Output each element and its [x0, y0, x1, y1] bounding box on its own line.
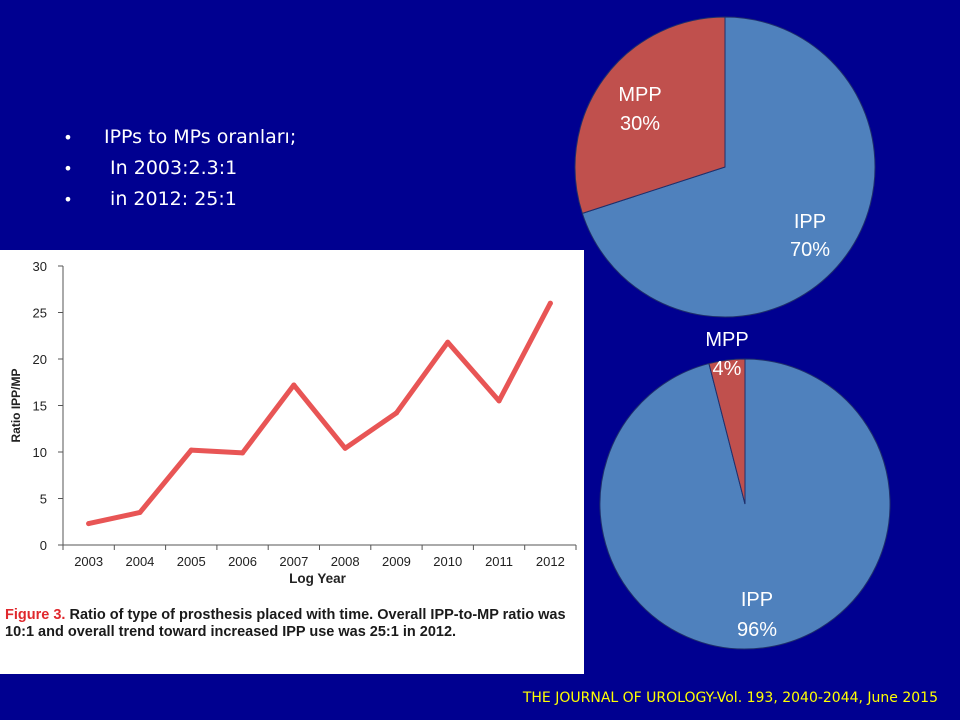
series-line	[86, 300, 553, 527]
data-point	[240, 450, 246, 456]
citation-footer: THE JOURNAL OF UROLOGY-Vol. 193, 2040-20…	[522, 690, 938, 706]
bullet-marker: •	[63, 128, 73, 147]
slice-label: IPP	[741, 589, 773, 611]
bullet-marker: •	[63, 190, 73, 209]
data-point	[393, 410, 399, 416]
bullet-text: In 2003:2.3:1	[104, 157, 238, 179]
x-tick-label: 2012	[536, 554, 565, 569]
slice-value-label: 4%	[713, 358, 742, 380]
bullet-text: in 2012: 25:1	[104, 188, 237, 210]
data-point	[137, 509, 143, 515]
data-point	[86, 521, 92, 527]
y-axis-title: Ratio IPP/MP	[9, 368, 23, 442]
y-tick-label: 5	[40, 492, 47, 507]
data-point	[342, 445, 348, 451]
x-tick-label: 2009	[382, 554, 411, 569]
y-tick-label: 10	[33, 445, 47, 460]
slice-value-label: 30%	[620, 113, 660, 135]
data-point	[291, 382, 297, 388]
y-tick-label: 30	[33, 259, 47, 274]
data-point	[445, 339, 451, 345]
slice-label: MPP	[705, 329, 748, 351]
pie-slice-mpp	[574, 16, 726, 214]
x-axis-title: Log Year	[289, 571, 347, 586]
caption-label: Figure 3.	[5, 607, 66, 623]
pie-slice-ipp	[581, 16, 876, 318]
data-point	[547, 300, 553, 306]
line-chart: 0 5 10 15 20 25 30 2003 2004 2005 2006 2007 2008 2009…	[9, 259, 577, 586]
data-point	[188, 447, 194, 453]
y-tick-label: 0	[40, 538, 47, 553]
slice-value-label: 96%	[737, 619, 777, 641]
y-tick-label: 15	[33, 399, 47, 414]
x-tick-label: 2008	[331, 554, 360, 569]
slice-value-label: 70%	[790, 239, 830, 261]
figure-panel: 0 5 10 15 20 25 30 2003 2004 2005 2006 2007 2008 2009…	[0, 250, 584, 674]
slice-label: MPP	[618, 84, 661, 106]
x-tick-label: 2004	[125, 554, 154, 569]
bullet-text: IPPs to MPs oranları;	[104, 126, 297, 148]
pie-slice-mpp	[708, 358, 746, 505]
caption-text: Ratio of type of prosthesis placed with …	[5, 607, 566, 640]
slice-label: IPP	[794, 211, 826, 233]
x-tick-label: 2011	[485, 554, 513, 569]
data-point	[496, 398, 502, 404]
x-tick-label: 2006	[228, 554, 257, 569]
x-tick-label: 2007	[279, 554, 308, 569]
x-tick-label: 2003	[74, 554, 103, 569]
figure-caption: Figure 3. Ratio of type of prosthesis pl…	[5, 607, 581, 641]
bullet-marker: •	[63, 159, 73, 178]
y-tick-label: 20	[33, 352, 47, 367]
x-tick-label: 2005	[177, 554, 206, 569]
x-tick-label: 2010	[433, 554, 462, 569]
y-tick-label: 25	[33, 306, 47, 321]
